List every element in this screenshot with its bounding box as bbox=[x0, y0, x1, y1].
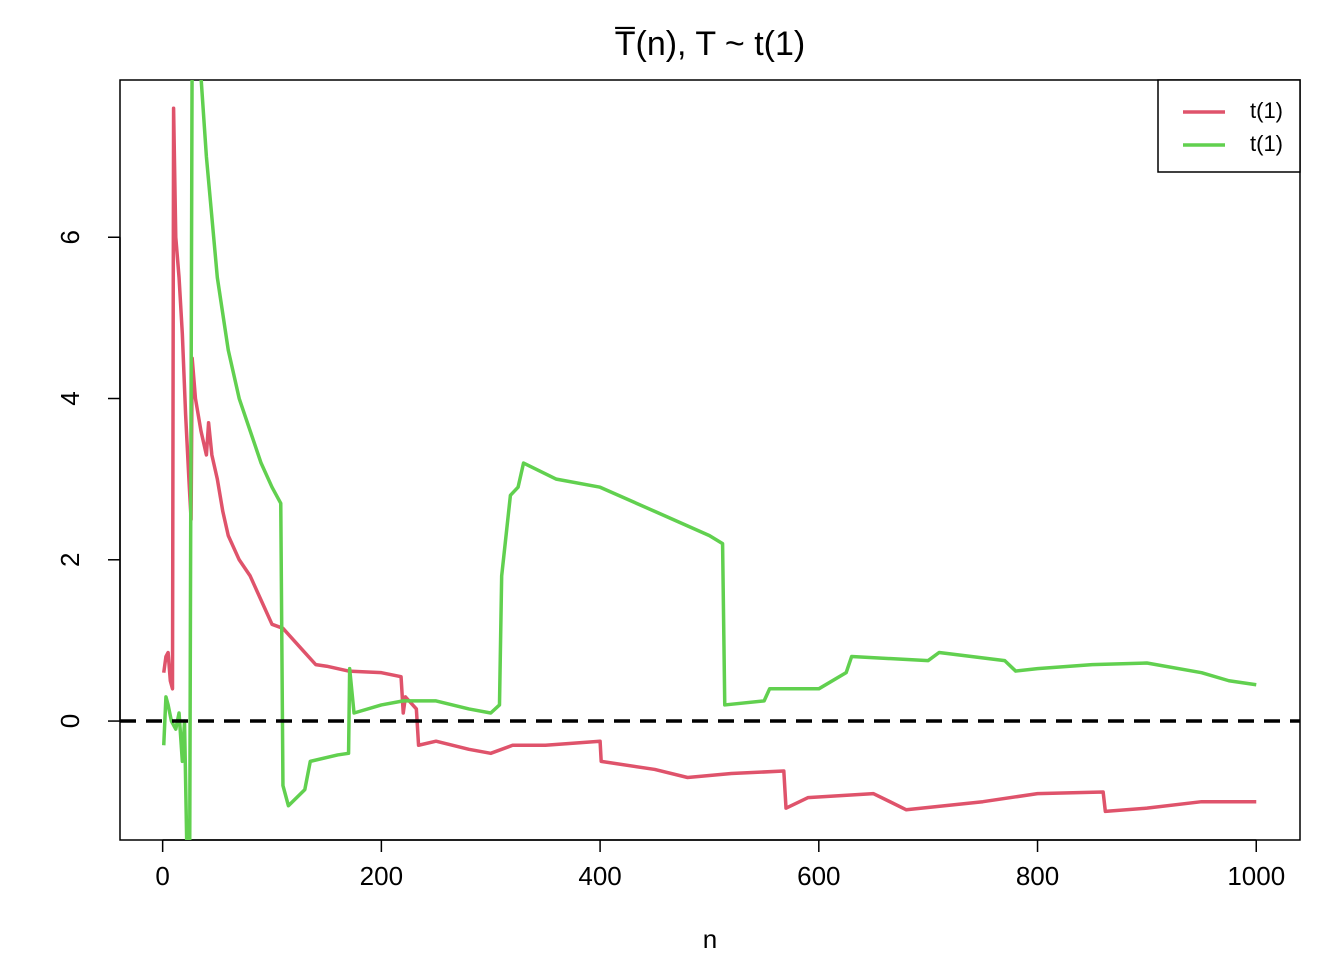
legend-box bbox=[1157, 79, 1301, 173]
series-line bbox=[161, 80, 1257, 840]
x-tick-label: 0 bbox=[155, 861, 169, 891]
chart-title: T̅(n), T ~ t(1) bbox=[615, 25, 806, 63]
legend-label: t(1) bbox=[1250, 98, 1283, 123]
legend-label: t(1) bbox=[1250, 131, 1283, 156]
y-tick-label: 6 bbox=[55, 230, 85, 244]
y-tick-label: 2 bbox=[55, 553, 85, 567]
y-tick-label: 4 bbox=[55, 391, 85, 405]
x-axis-label: n bbox=[703, 924, 717, 954]
x-tick-label: 400 bbox=[578, 861, 621, 891]
series-line bbox=[162, 106, 1257, 814]
y-tick-label: 0 bbox=[55, 714, 85, 728]
x-tick-label: 1000 bbox=[1227, 861, 1285, 891]
x-tick-label: 200 bbox=[360, 861, 403, 891]
plot-area bbox=[120, 80, 1300, 840]
plot-frame bbox=[119, 79, 1301, 841]
x-tick-label: 800 bbox=[1016, 861, 1059, 891]
x-tick-label: 600 bbox=[797, 861, 840, 891]
